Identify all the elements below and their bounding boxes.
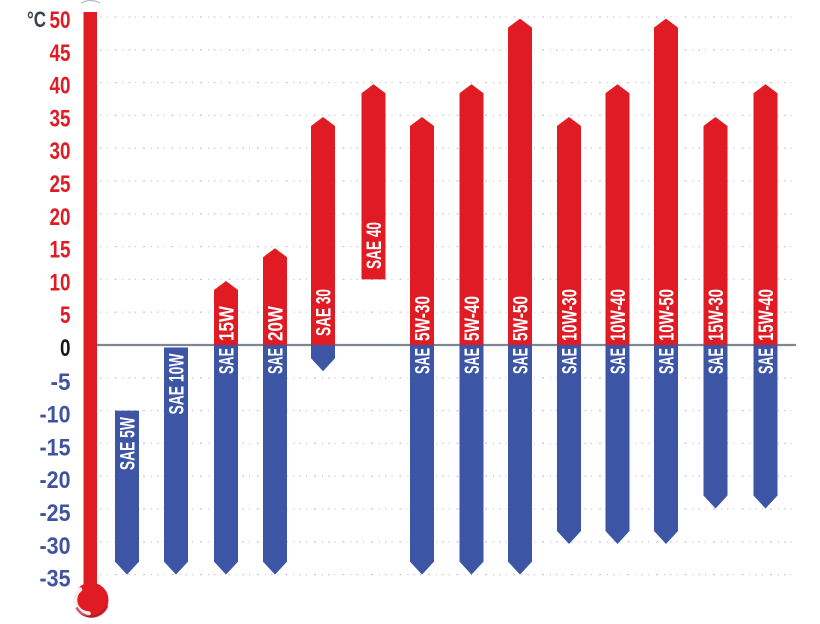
svg-text:10: 10	[50, 269, 71, 296]
svg-text:-25: -25	[40, 500, 71, 527]
svg-text:SAE: SAE	[656, 348, 679, 374]
svg-text:10W-30: 10W-30	[559, 289, 582, 341]
svg-text:10W-40: 10W-40	[607, 289, 630, 341]
svg-text:45: 45	[50, 40, 71, 67]
svg-text:SAE: SAE	[510, 348, 533, 374]
svg-text:15W-30: 15W-30	[705, 289, 728, 341]
svg-text:-5: -5	[51, 369, 71, 396]
svg-text:25: 25	[50, 171, 71, 198]
svg-text:50: 50	[50, 7, 71, 34]
svg-text:20W: 20W	[265, 306, 288, 341]
svg-text:-30: -30	[40, 533, 71, 560]
svg-text:15: 15	[50, 237, 71, 264]
svg-text:35: 35	[50, 105, 71, 132]
svg-text:SAE: SAE	[607, 348, 630, 374]
svg-text:SAE 30: SAE 30	[313, 289, 336, 336]
svg-text:SAE: SAE	[216, 348, 239, 374]
svg-text:20: 20	[50, 204, 71, 231]
svg-text:-35: -35	[40, 566, 71, 593]
svg-text:10W-50: 10W-50	[656, 289, 679, 341]
svg-text:SAE: SAE	[755, 348, 778, 374]
svg-text:0: 0	[60, 335, 71, 362]
svg-text:30: 30	[50, 138, 71, 165]
svg-text:SAE 10W: SAE 10W	[166, 353, 189, 414]
svg-text:15W: 15W	[216, 306, 239, 341]
svg-text:°C: °C	[27, 7, 46, 32]
svg-text:15W-40: 15W-40	[755, 289, 778, 341]
svg-text:-15: -15	[40, 434, 71, 461]
svg-text:SAE 5W: SAE 5W	[117, 417, 140, 470]
svg-text:5W-50: 5W-50	[510, 296, 533, 341]
svg-text:-10: -10	[40, 402, 71, 429]
svg-text:SAE: SAE	[412, 348, 435, 374]
svg-text:SAE: SAE	[559, 348, 582, 374]
svg-text:5: 5	[60, 302, 71, 329]
svg-text:40: 40	[50, 73, 71, 100]
svg-text:5W-30: 5W-30	[412, 296, 435, 341]
svg-text:5W-40: 5W-40	[461, 296, 484, 341]
svg-text:SAE 40: SAE 40	[363, 222, 386, 269]
svg-text:SAE: SAE	[705, 348, 728, 374]
svg-text:-20: -20	[40, 467, 71, 494]
svg-text:SAE: SAE	[265, 348, 288, 374]
svg-text:SAE: SAE	[461, 348, 484, 374]
